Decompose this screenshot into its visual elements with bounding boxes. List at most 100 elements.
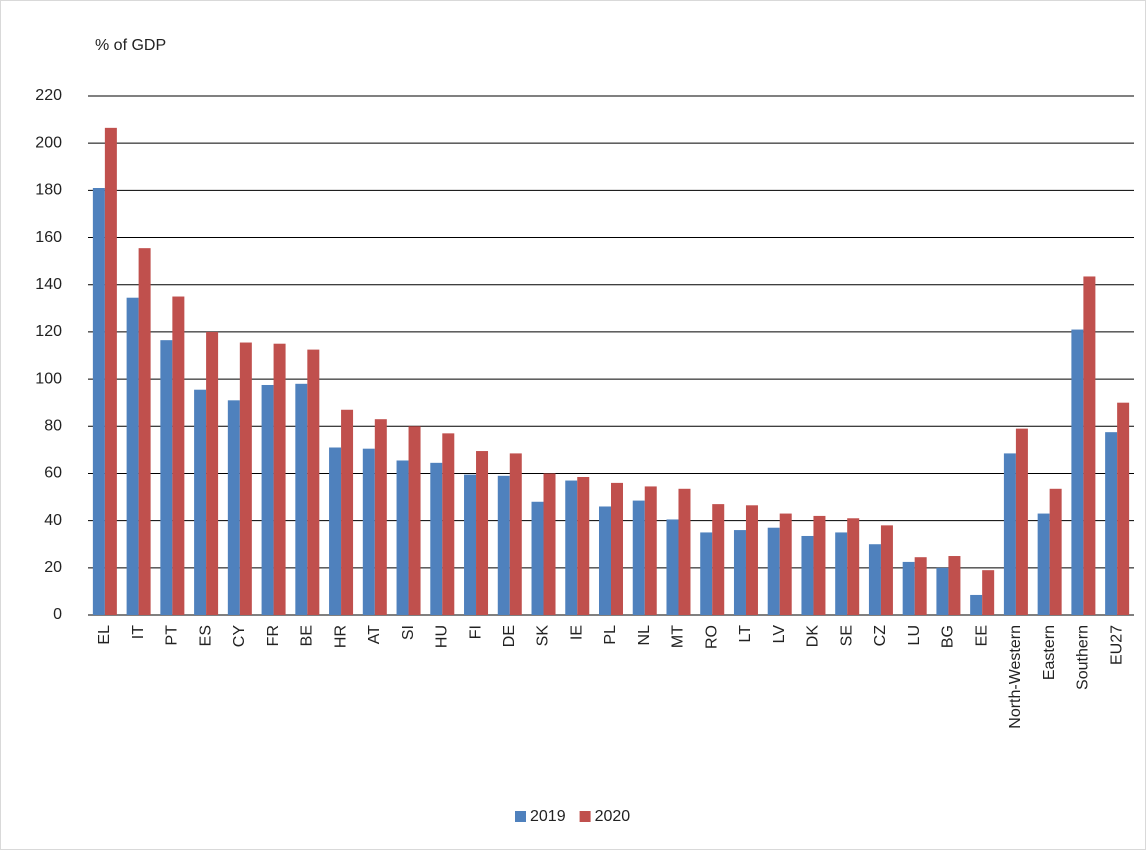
y-tick-label: 180	[35, 182, 62, 199]
x-tick-label: HU	[434, 625, 451, 648]
bar	[1105, 432, 1118, 615]
y-tick-label: 0	[53, 606, 62, 623]
bar	[733, 530, 746, 615]
bar	[880, 525, 893, 615]
bar	[1117, 402, 1130, 615]
y-tick-label: 120	[35, 323, 62, 340]
x-tick-label: HR	[332, 625, 349, 648]
x-tick-label: LU	[906, 625, 923, 645]
x-tick-label: PL	[602, 625, 619, 645]
bar	[1037, 513, 1050, 615]
bar	[497, 475, 510, 615]
bar	[104, 127, 117, 616]
bar	[374, 419, 387, 615]
x-tick-label: RO	[703, 625, 720, 649]
y-tick-label: 160	[35, 229, 62, 246]
bar	[396, 460, 409, 615]
bar	[902, 561, 915, 615]
x-tick-label: LV	[771, 625, 788, 644]
bar	[577, 476, 590, 615]
bar	[531, 501, 544, 615]
bar	[813, 515, 826, 615]
bar	[307, 349, 320, 615]
y-tick-label: 20	[44, 559, 62, 576]
bar	[779, 513, 792, 615]
bar	[476, 451, 489, 615]
x-tick-label: BE	[299, 625, 316, 646]
x-tick-label: LT	[737, 625, 754, 643]
bar	[126, 297, 139, 615]
bar	[464, 474, 477, 615]
x-tick-label: EE	[973, 625, 990, 646]
x-tick-label: DE	[501, 625, 518, 647]
bar	[700, 532, 713, 615]
x-tick-label: CY	[231, 625, 248, 648]
x-tick-label: EL	[96, 625, 113, 645]
bar	[295, 383, 308, 615]
legend-swatch	[515, 811, 526, 822]
y-tick-label: 140	[35, 276, 62, 293]
y-tick-label: 220	[35, 87, 62, 104]
bar	[712, 504, 725, 615]
y-tick-label: 100	[35, 370, 62, 387]
x-tick-label: DK	[805, 625, 822, 648]
bar	[982, 570, 995, 615]
bar	[678, 488, 691, 615]
bar	[509, 453, 522, 615]
bar	[632, 500, 645, 615]
bar	[745, 505, 758, 615]
x-tick-label: AT	[366, 625, 383, 644]
bar	[206, 331, 219, 615]
bar	[430, 462, 443, 615]
bar	[970, 594, 983, 615]
bar	[543, 473, 556, 615]
x-tick-label: CZ	[872, 625, 889, 647]
bar	[611, 482, 623, 615]
bar	[948, 556, 961, 615]
bar	[261, 384, 274, 615]
bar	[599, 506, 611, 615]
bar	[936, 567, 949, 615]
x-tick-label: Southern	[1075, 625, 1092, 690]
x-tick-label: Eastern	[1041, 625, 1058, 680]
x-tick-label: SE	[838, 625, 855, 646]
x-tick-label: EU27	[1108, 625, 1125, 665]
bar	[442, 433, 455, 615]
bar	[239, 342, 252, 615]
y-axis-title: % of GDP	[95, 37, 166, 54]
bar	[1083, 276, 1096, 615]
x-tick-label: ES	[197, 625, 214, 646]
bar	[408, 426, 421, 615]
x-tick-label: FI	[467, 625, 484, 639]
legend-label: 2019	[530, 808, 566, 825]
y-tick-label: 60	[44, 465, 62, 482]
bar	[194, 389, 207, 615]
bar	[92, 188, 105, 615]
bar	[160, 340, 173, 615]
bar	[644, 486, 657, 615]
bar	[1049, 488, 1062, 615]
x-tick-label: SK	[535, 625, 552, 647]
bar	[1003, 453, 1016, 615]
bar	[868, 544, 881, 615]
bar	[914, 557, 927, 615]
bar	[1071, 329, 1084, 615]
x-tick-label: FR	[265, 625, 282, 646]
bar	[329, 447, 342, 615]
x-tick-label: IT	[130, 625, 147, 639]
x-tick-label: PT	[164, 625, 181, 646]
y-tick-label: 200	[35, 134, 62, 151]
bar	[801, 535, 814, 615]
x-tick-label: BG	[940, 625, 957, 648]
bar	[847, 518, 860, 615]
x-tick-label: North-Western	[1007, 625, 1024, 729]
bar	[227, 400, 240, 615]
x-tick-label: IE	[568, 625, 585, 640]
bar	[1015, 428, 1028, 615]
bar	[273, 343, 286, 615]
y-tick-label: 40	[44, 512, 62, 529]
legend-label: 2020	[595, 808, 631, 825]
bar	[767, 527, 780, 615]
